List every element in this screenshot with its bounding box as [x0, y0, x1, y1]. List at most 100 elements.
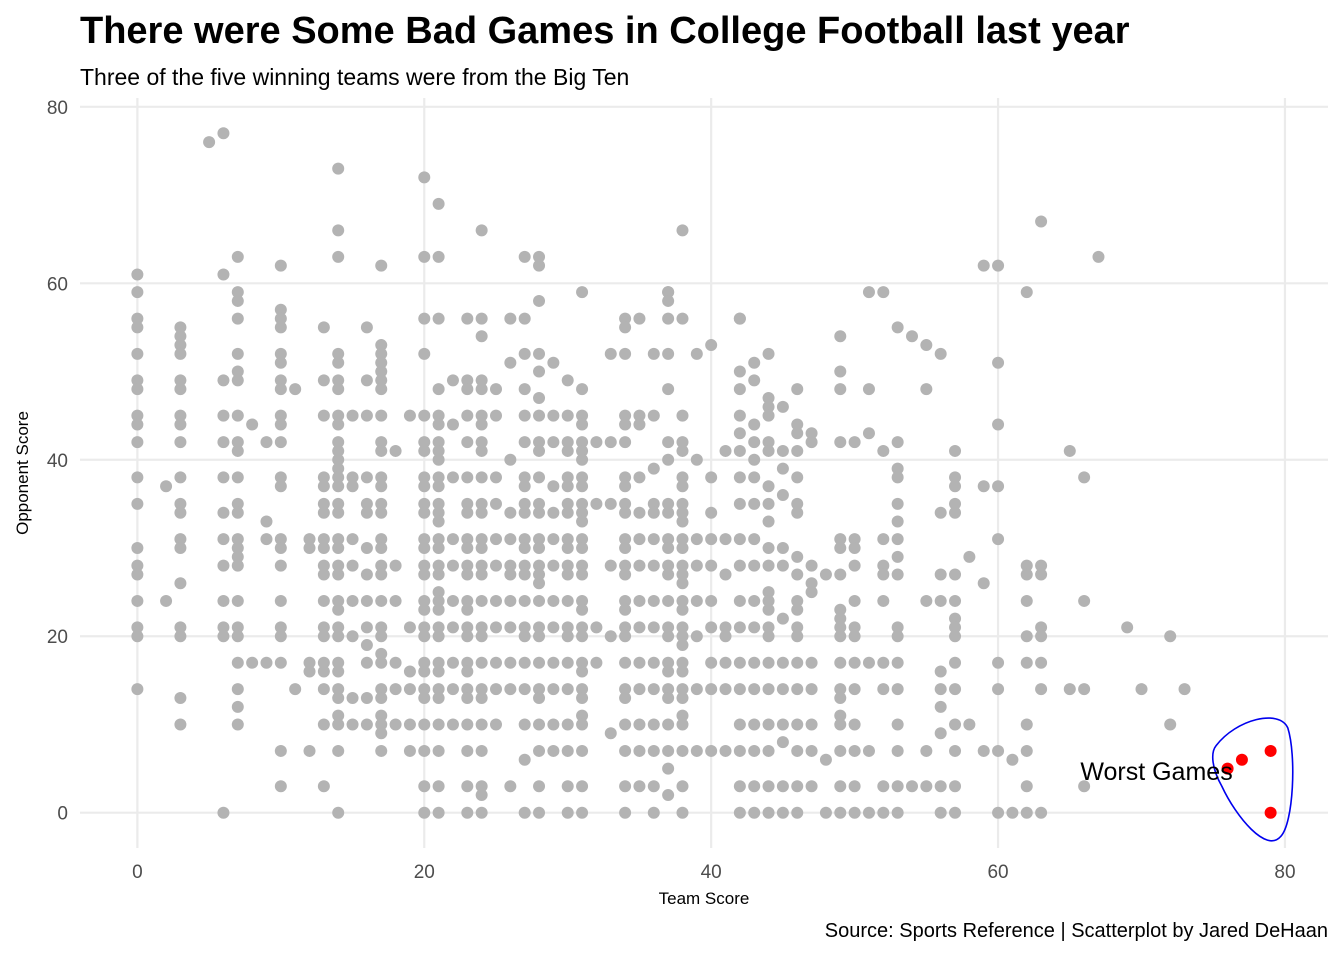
data-point [934, 506, 947, 519]
data-point [733, 621, 746, 634]
data-point [332, 665, 345, 678]
data-point [418, 780, 431, 793]
data-point [604, 727, 617, 740]
data-point [934, 568, 947, 581]
data-point [231, 436, 244, 449]
data-point [432, 568, 445, 581]
data-point [360, 409, 373, 422]
data-point [317, 321, 330, 334]
data-point [375, 383, 388, 396]
data-point [733, 780, 746, 793]
data-point [317, 780, 330, 793]
data-point [360, 471, 373, 484]
data-point [676, 744, 689, 757]
data-point [418, 665, 431, 678]
data-point [576, 806, 589, 819]
data-point [389, 594, 402, 607]
data-point [131, 436, 144, 449]
data-point [719, 568, 732, 581]
data-point [604, 497, 617, 510]
data-point [533, 365, 546, 378]
data-point [834, 744, 847, 757]
data-point [561, 533, 574, 546]
data-point [475, 374, 488, 387]
data-point [332, 497, 345, 510]
data-point [619, 603, 632, 616]
data-point [647, 409, 660, 422]
data-point [676, 471, 689, 484]
data-point [375, 365, 388, 378]
data-point [834, 683, 847, 696]
data-point [619, 683, 632, 696]
data-point [791, 444, 804, 457]
data-point [533, 409, 546, 422]
data-point [576, 418, 589, 431]
data-point [432, 603, 445, 616]
data-point [418, 630, 431, 643]
data-point [332, 594, 345, 607]
data-point [360, 692, 373, 704]
data-point [762, 515, 775, 528]
data-point [762, 480, 775, 493]
data-point [274, 347, 287, 360]
data-point [690, 453, 703, 466]
data-point [733, 409, 746, 422]
data-point [375, 727, 388, 740]
data-point [274, 259, 287, 272]
data-point [446, 559, 459, 572]
data-point [274, 559, 287, 572]
data-point [748, 744, 761, 757]
data-point [891, 436, 904, 449]
data-point [418, 692, 431, 704]
data-point [274, 480, 287, 493]
data-point [748, 683, 761, 696]
data-point [533, 692, 546, 704]
data-point [131, 683, 144, 696]
data-point [733, 533, 746, 546]
data-point [231, 471, 244, 484]
data-point [834, 709, 847, 722]
data-point [834, 630, 847, 643]
x-tick-label: 60 [987, 862, 1008, 883]
data-point [346, 471, 359, 484]
data-point [705, 744, 718, 757]
data-point [533, 621, 546, 634]
data-point [949, 497, 962, 510]
data-point [547, 356, 560, 369]
data-point [963, 550, 976, 563]
data-point [332, 480, 345, 493]
data-point [461, 806, 474, 819]
data-point [1035, 215, 1048, 228]
data-point [920, 780, 933, 793]
data-point [920, 339, 933, 352]
data-point [518, 497, 531, 510]
data-point [934, 594, 947, 607]
data-point [246, 656, 259, 669]
data-point [475, 471, 488, 484]
data-point [676, 506, 689, 519]
data-point [633, 471, 646, 484]
data-point [375, 718, 388, 731]
data-point [705, 339, 718, 352]
data-point [619, 471, 632, 484]
data-point [561, 568, 574, 581]
data-point [231, 250, 244, 263]
highlight-point [1235, 753, 1248, 766]
data-point [332, 347, 345, 360]
data-point [733, 806, 746, 819]
data-point [418, 744, 431, 757]
data-point [360, 656, 373, 669]
data-point [576, 533, 589, 546]
data-point [1020, 286, 1033, 299]
data-point [633, 559, 646, 572]
data-point [662, 294, 675, 307]
data-point [662, 559, 675, 572]
data-point [375, 347, 388, 360]
data-point [518, 312, 531, 325]
data-point [762, 656, 775, 669]
data-point [217, 409, 230, 422]
data-point [332, 250, 345, 263]
data-point [346, 594, 359, 607]
data-point [274, 780, 287, 793]
data-point [619, 744, 632, 757]
